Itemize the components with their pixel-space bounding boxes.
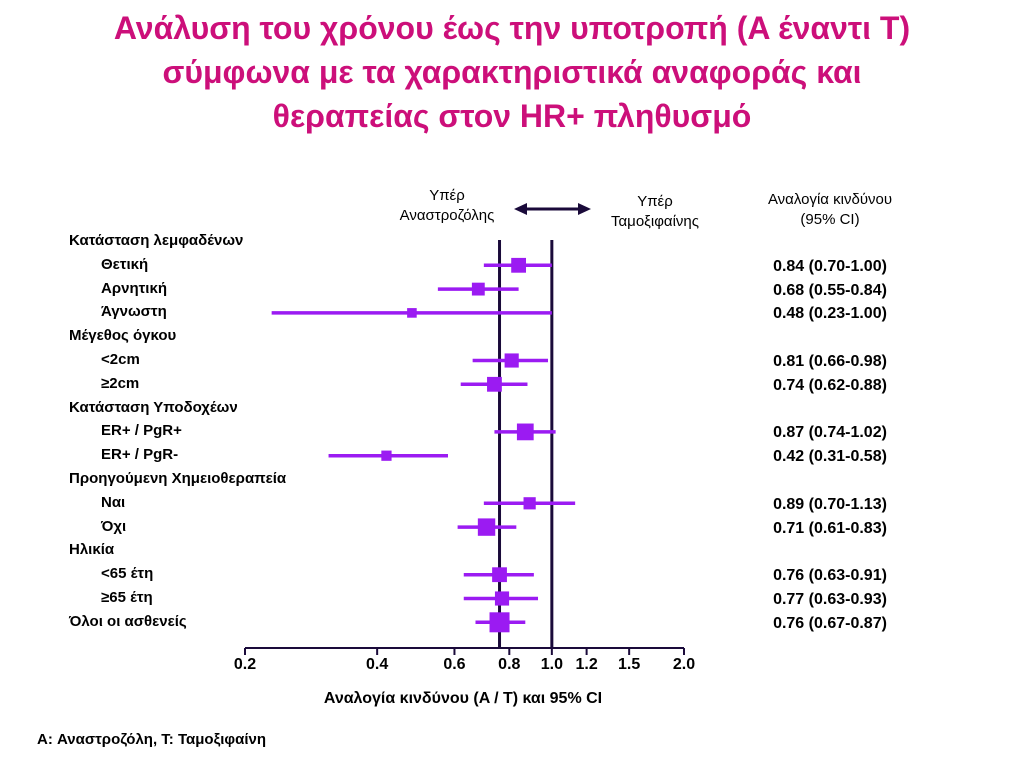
row-subgroup-label: Ναι — [101, 493, 126, 511]
row-group-label: Κατάσταση λεμφαδένων — [69, 232, 244, 249]
ci-value: 0.87 (0.74-1.02) — [773, 424, 887, 442]
row-group-label: Μέγεθος όγκου — [69, 327, 177, 345]
ci-value: 0.76 (0.67-0.87) — [773, 614, 887, 632]
hazard-ratio-marker — [492, 567, 507, 583]
row-subgroup-label: ER+ / PgR- — [101, 446, 179, 464]
hazard-ratio-header-line-1: Αναλογία κινδύνου — [767, 191, 893, 208]
hazard-ratio-marker — [489, 612, 510, 633]
favors-anastrozole-label: Υπέρ Αναστροζόλης — [372, 186, 522, 226]
hazard-ratio-marker — [407, 308, 417, 318]
x-tick-label: 0.6 — [443, 656, 466, 673]
favors-tamoxifen-label: Υπέρ Ταμοξιφαίνης — [580, 192, 730, 232]
favors-anastrozole-line-2: Αναστροζόλης — [399, 207, 495, 224]
ci-value: 0.81 (0.66-0.98) — [773, 353, 887, 370]
ci-value: 0.42 (0.31-0.58) — [773, 448, 887, 466]
hazard-ratio-marker — [516, 423, 534, 441]
hazard-ratio-marker — [471, 282, 485, 296]
row-subgroup-label: <65 έτη — [101, 565, 154, 583]
footnote: A: Αναστροζόλη, T: Ταμοξιφαίνη — [37, 731, 267, 748]
hazard-ratio-header: Αναλογία κινδύνου (95% CI) — [720, 190, 940, 230]
hazard-ratio-marker — [504, 353, 519, 368]
title-line-2: σύμφωνα με τα χαρακτηριστικά αναφοράς κα… — [162, 54, 862, 90]
ci-value: 0.89 (0.70-1.13) — [773, 495, 887, 513]
x-tick-label: 1.2 — [575, 656, 598, 673]
row-group-label: Προηγούμενη Χημειοθεραπεία — [69, 470, 287, 487]
row-subgroup-label: Όχι — [101, 517, 127, 535]
x-tick-label: 0.4 — [366, 656, 389, 673]
favors-tamoxifen-line-2: Ταμοξιφαίνης — [610, 213, 700, 230]
ci-value: 0.71 (0.61-0.83) — [773, 519, 887, 537]
ci-value: 0.84 (0.70-1.00) — [773, 257, 887, 275]
hazard-ratio-marker — [487, 376, 502, 392]
row-group-label: Όλοι οι ασθενείς — [69, 612, 187, 630]
x-axis-label: Αναλογία κινδύνου (A / T) και 95% CI — [323, 690, 603, 707]
row-subgroup-label: Αρνητική — [101, 279, 168, 297]
hazard-ratio-marker — [477, 518, 496, 536]
favors-arrow-left-head — [514, 203, 527, 215]
row-subgroup-label: <2cm — [101, 351, 140, 368]
row-group-label: Κατάσταση Υποδοχέων — [69, 398, 238, 416]
row-subgroup-label: ≥2cm — [101, 374, 140, 392]
favors-anastrozole-line-1: Υπέρ — [429, 187, 465, 204]
slide-title: Ανάλυση του χρόνου έως την υποτροπή (A έ… — [0, 6, 1024, 138]
title-line-1: Ανάλυση του χρόνου έως την υποτροπή (A έ… — [113, 10, 911, 46]
row-subgroup-label: ER+ / PgR+ — [101, 422, 182, 440]
hazard-ratio-marker — [494, 591, 510, 606]
x-tick-label: 0.2 — [233, 656, 257, 673]
favors-tamoxifen-line-1: Υπέρ — [637, 193, 673, 210]
hazard-ratio-marker — [523, 497, 536, 510]
x-tick-label: 2.0 — [672, 656, 696, 673]
favors-arrow-right-head — [578, 203, 591, 215]
ci-value: 0.76 (0.63-0.91) — [773, 567, 887, 585]
ci-value: 0.68 (0.55-0.84) — [773, 281, 887, 299]
row-subgroup-label: ≥65 έτη — [101, 589, 153, 606]
row-group-label: Ηλικία — [69, 541, 115, 559]
hazard-ratio-marker — [381, 450, 392, 461]
row-subgroup-label: Θετική — [101, 255, 149, 273]
x-tick-label: 1.0 — [540, 656, 563, 673]
ci-value: 0.77 (0.63-0.93) — [773, 591, 887, 608]
ci-value: 0.48 (0.23-1.00) — [773, 305, 887, 323]
x-tick-label: 0.8 — [498, 656, 521, 673]
row-subgroup-label: Άγνωστη — [101, 303, 167, 321]
hazard-ratio-marker — [511, 257, 527, 273]
hazard-ratio-header-line-2: (95% CI) — [800, 211, 860, 228]
x-tick-label: 1.5 — [618, 656, 641, 673]
title-line-3: θεραπείας στον HR+ πληθυσμό — [272, 98, 752, 134]
ci-value: 0.74 (0.62-0.88) — [773, 376, 887, 394]
